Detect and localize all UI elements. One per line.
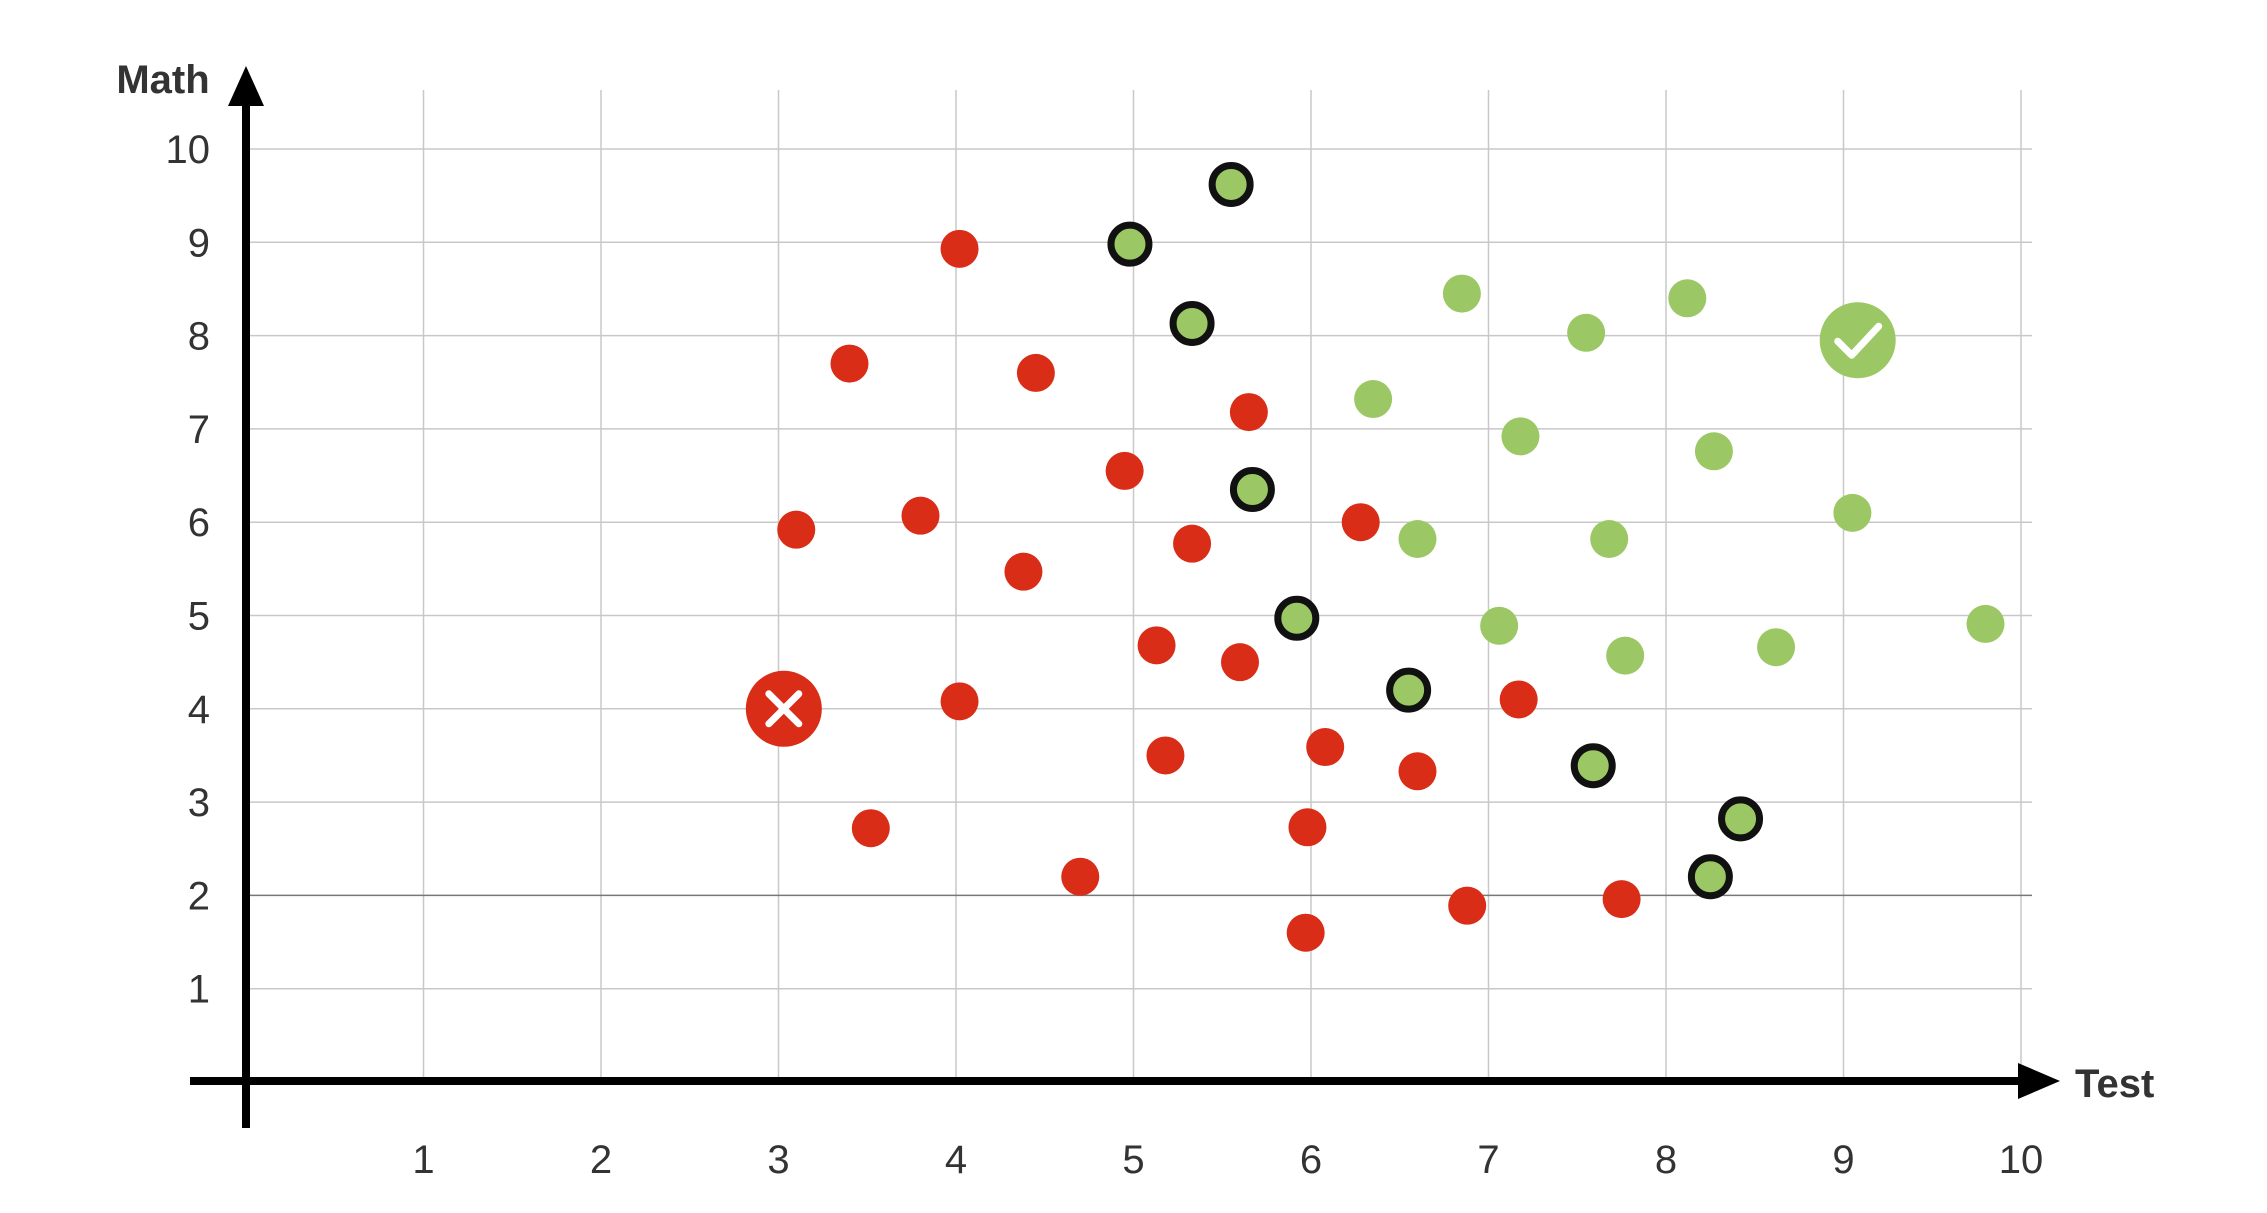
data-point (901, 496, 940, 535)
y-tick-label: 6 (188, 501, 210, 545)
y-tick-label: 4 (188, 688, 210, 732)
data-point (1448, 886, 1487, 925)
y-tick-label: 8 (188, 315, 210, 359)
y-tick-label: 1 (188, 968, 210, 1012)
data-point (851, 809, 890, 848)
data-point (1341, 503, 1380, 542)
y-axis-title: Math (116, 58, 209, 102)
tick-labels: 1 2 3 4 5 6 7 8 9 10 1 2 3 4 5 6 7 8 9 10 (166, 128, 2044, 1182)
data-point (1590, 519, 1629, 558)
data-point (1221, 643, 1259, 682)
data-point (1004, 552, 1043, 591)
y-tick-label: 2 (188, 874, 210, 918)
data-point (1442, 274, 1481, 313)
data-point (1306, 728, 1345, 767)
check-icon (1834, 322, 1883, 359)
data-point (777, 510, 816, 549)
data-point (1567, 313, 1606, 352)
data-point (1606, 636, 1645, 675)
data-point (1016, 353, 1055, 392)
data-point (1480, 606, 1519, 645)
data-point (1833, 493, 1872, 532)
data-point (1398, 519, 1437, 558)
data-point (940, 229, 979, 268)
data-points (777, 161, 2005, 952)
data-point (1694, 432, 1733, 471)
cross-icon (765, 690, 803, 728)
data-point (1966, 604, 2005, 643)
data-point (1146, 736, 1185, 775)
outlined-data-point (1274, 595, 1320, 641)
y-tick-label: 9 (188, 221, 210, 265)
x-tick-label: 4 (945, 1138, 967, 1182)
data-point (1501, 417, 1540, 456)
data-point (830, 344, 869, 383)
x-tick-label: 3 (767, 1138, 789, 1182)
x-tick-label: 2 (590, 1138, 612, 1182)
outlined-data-point (1687, 854, 1733, 900)
data-point (1173, 524, 1212, 563)
outlined-data-point (1570, 743, 1616, 789)
data-point (1398, 752, 1437, 791)
x-axis-title: Test (2075, 1062, 2154, 1106)
outlined-data-point (1386, 667, 1432, 713)
data-point (1499, 680, 1538, 719)
data-point (1757, 628, 1796, 667)
y-tick-label: 7 (188, 408, 210, 452)
x-tick-label: 6 (1300, 1138, 1322, 1182)
data-point (1354, 380, 1393, 419)
x-tick-label: 7 (1477, 1138, 1499, 1182)
outlined-data-point (1208, 161, 1254, 207)
axes: Test Math (116, 58, 2154, 1128)
x-tick-label: 9 (1832, 1138, 1854, 1182)
outlined-data-point (1107, 221, 1153, 267)
data-point (1602, 880, 1641, 919)
data-point (1229, 393, 1268, 432)
data-point (1105, 451, 1144, 490)
outlined-data-point (1169, 300, 1215, 346)
data-point (1061, 857, 1100, 896)
outlined-data-point (1718, 796, 1764, 842)
x-tick-label: 1 (412, 1138, 434, 1182)
y-axis-arrow (228, 66, 264, 106)
x-tick-label: 10 (1999, 1138, 2044, 1182)
check-marker (1819, 302, 1896, 379)
data-point (1288, 808, 1327, 847)
data-point (1137, 626, 1176, 665)
data-point (1286, 913, 1325, 952)
x-tick-label: 5 (1122, 1138, 1144, 1182)
cross-marker (745, 670, 822, 747)
x-tick-label: 8 (1655, 1138, 1677, 1182)
data-point (940, 682, 979, 721)
annotations (745, 302, 1896, 747)
data-point (1668, 279, 1707, 318)
x-axis-arrow (2018, 1063, 2060, 1099)
y-tick-label: 5 (188, 595, 210, 639)
y-tick-label: 10 (166, 128, 211, 172)
y-tick-label: 3 (188, 781, 210, 825)
outlined-data-point (1229, 467, 1275, 513)
